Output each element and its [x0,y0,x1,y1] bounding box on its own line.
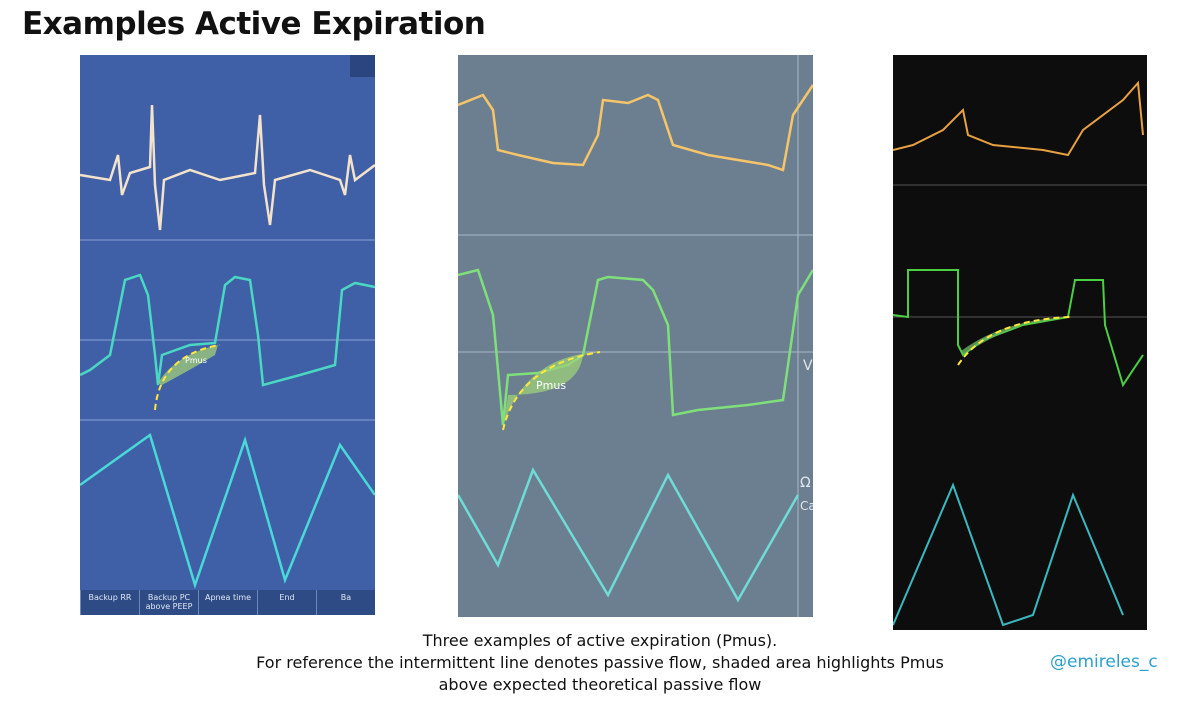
author-handle: @emireles_c [1050,652,1158,672]
button-row: Backup RR Backup PC above PEEP Apnea tim… [80,590,375,615]
panel-3 [893,55,1147,630]
pmus-label: Pmus [185,356,207,365]
side-label: V [803,358,813,374]
button: Backup RR [80,590,139,615]
pmus-label: Pmus [536,379,566,392]
panel-2: Pmus V Ω Ca [458,55,813,617]
panel-1: Pmus [80,55,375,615]
caption: Three examples of active expiration (Pmu… [200,630,1000,696]
button: End [257,590,316,615]
button: Ba [316,590,375,615]
button: Apnea time [198,590,257,615]
caption-line: Three examples of active expiration (Pmu… [422,631,778,650]
side-label: Ca [800,499,813,513]
title: Examples Active Expiration [22,6,486,42]
caption-line: above expected theoretical passive flow [438,675,762,694]
side-label: Ω [800,475,811,491]
button: Backup PC above PEEP [139,590,198,615]
caption-line: For reference the intermittent line deno… [256,653,944,672]
